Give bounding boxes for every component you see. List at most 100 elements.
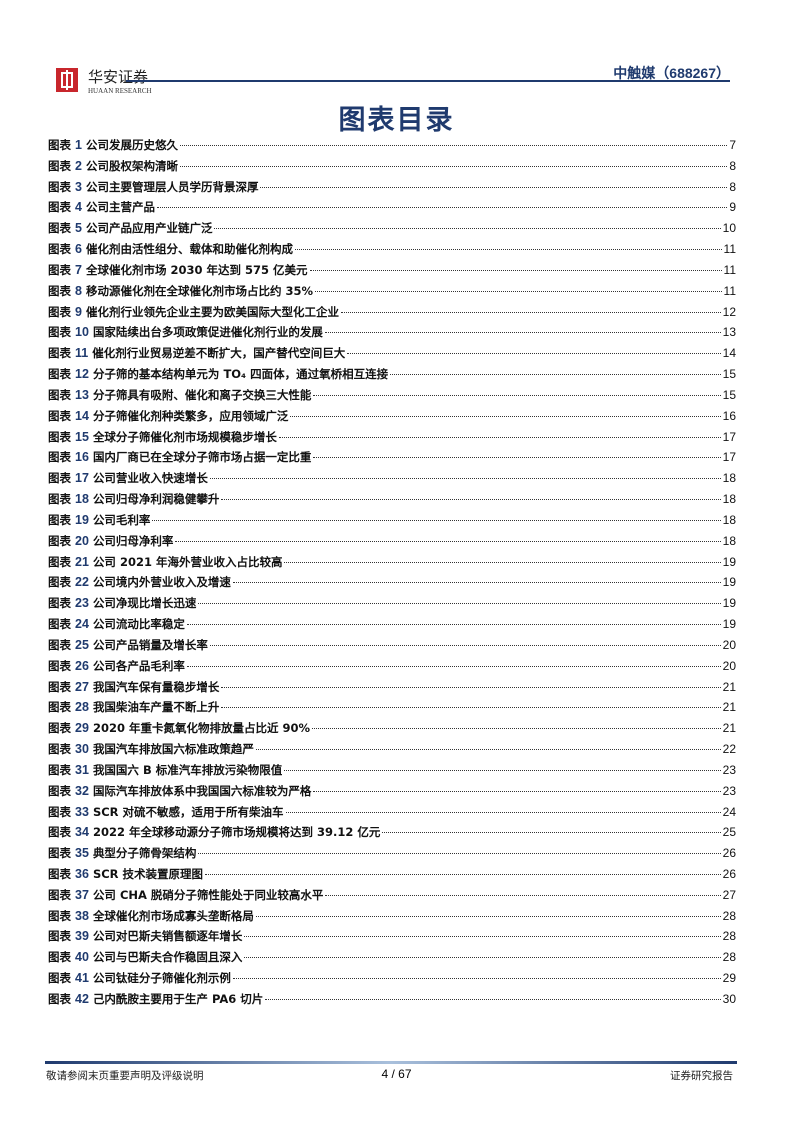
toc-entry[interactable]: 图表 22 公司境内外营业收入及增速 19 bbox=[48, 574, 736, 595]
toc-entry-label[interactable]: 图表 4 公司主营产品 bbox=[48, 199, 155, 215]
toc-entry-page[interactable]: 23 bbox=[722, 783, 736, 798]
toc-entry[interactable]: 图表 30 我国汽车排放国六标准政策趋严 22 bbox=[48, 741, 736, 762]
toc-entry[interactable]: 图表 35 典型分子筛骨架结构 26 bbox=[48, 845, 736, 866]
toc-entry-page[interactable]: 20 bbox=[722, 658, 736, 673]
toc-entry-label[interactable]: 图表 38 全球催化剂市场成寡头垄断格局 bbox=[48, 908, 254, 924]
toc-entry[interactable]: 图表 40 公司与巴斯夫合作稳固且深入 28 bbox=[48, 949, 736, 970]
toc-entry-label[interactable]: 图表 41 公司钛硅分子筛催化剂示例 bbox=[48, 970, 231, 986]
toc-entry[interactable]: 图表 15 全球分子筛催化剂市场规模稳步增长 17 bbox=[48, 429, 736, 450]
toc-entry-label[interactable]: 图表 26 公司各产品毛利率 bbox=[48, 658, 185, 674]
toc-entry[interactable]: 图表 31 我国国六 B 标准汽车排放污染物限值 23 bbox=[48, 762, 736, 783]
toc-entry-page[interactable]: 7 bbox=[729, 138, 736, 152]
toc-entry[interactable]: 图表 27 我国汽车保有量稳步增长 21 bbox=[48, 679, 736, 700]
toc-entry-label[interactable]: 图表 12 分子筛的基本结构单元为 TO₄ 四面体，通过氧桥相互连接 bbox=[48, 366, 388, 382]
toc-entry-page[interactable]: 26 bbox=[722, 846, 736, 861]
toc-entry-label[interactable]: 图表 42 己内酰胺主要用于生产 PA6 切片 bbox=[48, 991, 263, 1007]
toc-entry-page[interactable]: 18 bbox=[722, 471, 736, 486]
toc-entry-page[interactable]: 19 bbox=[722, 575, 736, 590]
toc-entry-page[interactable]: 22 bbox=[722, 742, 736, 757]
toc-entry[interactable]: 图表 23 公司净现比增长迅速 19 bbox=[48, 595, 736, 616]
toc-entry-page[interactable]: 26 bbox=[722, 866, 736, 881]
toc-entry-page[interactable]: 12 bbox=[722, 304, 736, 319]
toc-entry-label[interactable]: 图表 40 公司与巴斯夫合作稳固且深入 bbox=[48, 949, 242, 965]
toc-entry[interactable]: 图表 18 公司归母净利润稳健攀升 18 bbox=[48, 491, 736, 512]
toc-entry-label[interactable]: 图表 37 公司 CHA 脱硝分子筛性能处于同业较高水平 bbox=[48, 887, 323, 903]
toc-entry[interactable]: 图表 6 催化剂由活性组分、载体和助催化剂构成 11 bbox=[48, 241, 736, 262]
toc-entry-label[interactable]: 图表 21 公司 2021 年海外营业收入占比较高 bbox=[48, 554, 282, 570]
toc-entry-page[interactable]: 27 bbox=[722, 887, 736, 902]
toc-entry-label[interactable]: 图表 20 公司归母净利率 bbox=[48, 533, 173, 549]
toc-entry[interactable]: 图表 17 公司营业收入快速增长 18 bbox=[48, 470, 736, 491]
toc-entry-label[interactable]: 图表 18 公司归母净利润稳健攀升 bbox=[48, 491, 219, 507]
toc-entry-page[interactable]: 20 bbox=[722, 637, 736, 652]
toc-entry[interactable]: 图表 11 催化剂行业贸易逆差不断扩大，国产替代空间巨大 14 bbox=[48, 345, 736, 366]
toc-entry-page[interactable]: 17 bbox=[722, 450, 736, 465]
toc-entry[interactable]: 图表 21 公司 2021 年海外营业收入占比较高 19 bbox=[48, 554, 736, 575]
toc-entry-label[interactable]: 图表 33 SCR 对硫不敏感，适用于所有柴油车 bbox=[48, 804, 284, 820]
toc-entry-page[interactable]: 21 bbox=[722, 700, 736, 715]
toc-entry-label[interactable]: 图表 2 公司股权架构清晰 bbox=[48, 158, 178, 174]
toc-entry-label[interactable]: 图表 14 分子筛催化剂种类繁多，应用领域广泛 bbox=[48, 408, 288, 424]
toc-entry-page[interactable]: 15 bbox=[722, 367, 736, 382]
toc-entry[interactable]: 图表 12 分子筛的基本结构单元为 TO₄ 四面体，通过氧桥相互连接 15 bbox=[48, 366, 736, 387]
toc-entry[interactable]: 图表 34 2022 年全球移动源分子筛市场规模将达到 39.12 亿元 25 bbox=[48, 824, 736, 845]
toc-entry-page[interactable]: 25 bbox=[722, 825, 736, 840]
toc-entry[interactable]: 图表 32 国际汽车排放体系中我国国六标准较为严格 23 bbox=[48, 783, 736, 804]
toc-entry-page[interactable]: 21 bbox=[722, 721, 736, 736]
toc-entry-page[interactable]: 18 bbox=[722, 492, 736, 507]
toc-entry-page[interactable]: 8 bbox=[729, 179, 736, 194]
toc-entry-label[interactable]: 图表 9 催化剂行业领先企业主要为欧美国际大型化工企业 bbox=[48, 304, 339, 320]
toc-entry[interactable]: 图表 5 公司产品应用产业链广泛 10 bbox=[48, 220, 736, 241]
toc-entry[interactable]: 图表 39 公司对巴斯夫销售额逐年增长 28 bbox=[48, 928, 736, 949]
toc-entry[interactable]: 图表 36 SCR 技术装置原理图 26 bbox=[48, 866, 736, 887]
toc-entry-label[interactable]: 图表 19 公司毛利率 bbox=[48, 512, 150, 528]
toc-entry-label[interactable]: 图表 29 2020 年重卡氮氧化物排放量占比近 90% bbox=[48, 720, 310, 736]
toc-entry-page[interactable]: 28 bbox=[722, 950, 736, 965]
toc-entry[interactable]: 图表 33 SCR 对硫不敏感，适用于所有柴油车 24 bbox=[48, 804, 736, 825]
toc-entry-page[interactable]: 21 bbox=[722, 679, 736, 694]
toc-entry[interactable]: 图表 9 催化剂行业领先企业主要为欧美国际大型化工企业 12 bbox=[48, 304, 736, 325]
toc-entry-page[interactable]: 15 bbox=[722, 387, 736, 402]
toc-entry-page[interactable]: 24 bbox=[722, 804, 736, 819]
toc-entry-label[interactable]: 图表 30 我国汽车排放国六标准政策趋严 bbox=[48, 741, 254, 757]
toc-entry[interactable]: 图表 41 公司钛硅分子筛催化剂示例 29 bbox=[48, 970, 736, 991]
toc-entry-label[interactable]: 图表 35 典型分子筛骨架结构 bbox=[48, 845, 196, 861]
toc-entry-page[interactable]: 16 bbox=[722, 408, 736, 423]
toc-entry[interactable]: 图表 3 公司主要管理层人员学历背景深厚 8 bbox=[48, 179, 736, 200]
toc-entry[interactable]: 图表 2 公司股权架构清晰 8 bbox=[48, 158, 736, 179]
toc-entry-label[interactable]: 图表 15 全球分子筛催化剂市场规模稳步增长 bbox=[48, 429, 277, 445]
toc-entry[interactable]: 图表 13 分子筛具有吸附、催化和离子交换三大性能 15 bbox=[48, 387, 736, 408]
toc-entry-label[interactable]: 图表 36 SCR 技术装置原理图 bbox=[48, 866, 203, 882]
toc-entry[interactable]: 图表 8 移动源催化剂在全球催化剂市场占比约 35% 11 bbox=[48, 283, 736, 304]
toc-entry[interactable]: 图表 16 国内厂商已在全球分子筛市场占据一定比重 17 bbox=[48, 449, 736, 470]
toc-entry-page[interactable]: 30 bbox=[722, 991, 736, 1006]
toc-entry-label[interactable]: 图表 3 公司主要管理层人员学历背景深厚 bbox=[48, 179, 258, 195]
toc-entry[interactable]: 图表 37 公司 CHA 脱硝分子筛性能处于同业较高水平 27 bbox=[48, 887, 736, 908]
toc-entry[interactable]: 图表 4 公司主营产品 9 bbox=[48, 199, 736, 220]
toc-entry-label[interactable]: 图表 32 国际汽车排放体系中我国国六标准较为严格 bbox=[48, 783, 311, 799]
toc-entry-page[interactable]: 19 bbox=[722, 617, 736, 632]
toc-entry-label[interactable]: 图表 23 公司净现比增长迅速 bbox=[48, 595, 196, 611]
toc-entry[interactable]: 图表 42 己内酰胺主要用于生产 PA6 切片 30 bbox=[48, 991, 736, 1012]
toc-entry-page[interactable]: 13 bbox=[722, 325, 736, 340]
toc-entry-page[interactable]: 11 bbox=[723, 262, 736, 277]
toc-entry-label[interactable]: 图表 7 全球催化剂市场 2030 年达到 575 亿美元 bbox=[48, 262, 308, 278]
toc-entry[interactable]: 图表 38 全球催化剂市场成寡头垄断格局 28 bbox=[48, 908, 736, 929]
toc-entry-label[interactable]: 图表 1 公司发展历史悠久 bbox=[48, 137, 178, 153]
toc-entry-page[interactable]: 29 bbox=[722, 971, 736, 986]
toc-entry[interactable]: 图表 7 全球催化剂市场 2030 年达到 575 亿美元 11 bbox=[48, 262, 736, 283]
toc-entry[interactable]: 图表 29 2020 年重卡氮氧化物排放量占比近 90% 21 bbox=[48, 720, 736, 741]
toc-entry-page[interactable]: 28 bbox=[722, 908, 736, 923]
toc-entry[interactable]: 图表 25 公司产品销量及增长率 20 bbox=[48, 637, 736, 658]
toc-entry[interactable]: 图表 1 公司发展历史悠久 7 bbox=[48, 137, 736, 158]
toc-entry-label[interactable]: 图表 13 分子筛具有吸附、催化和离子交换三大性能 bbox=[48, 387, 311, 403]
toc-entry-label[interactable]: 图表 8 移动源催化剂在全球催化剂市场占比约 35% bbox=[48, 283, 313, 299]
toc-entry-page[interactable]: 17 bbox=[722, 429, 736, 444]
toc-entry[interactable]: 图表 14 分子筛催化剂种类繁多，应用领域广泛 16 bbox=[48, 408, 736, 429]
toc-entry-page[interactable]: 23 bbox=[722, 762, 736, 777]
toc-entry[interactable]: 图表 24 公司流动比率稳定 19 bbox=[48, 616, 736, 637]
toc-entry-page[interactable]: 28 bbox=[722, 929, 736, 944]
toc-entry-label[interactable]: 图表 16 国内厂商已在全球分子筛市场占据一定比重 bbox=[48, 449, 311, 465]
toc-entry-page[interactable]: 9 bbox=[729, 200, 736, 215]
toc-entry-page[interactable]: 8 bbox=[729, 158, 736, 173]
